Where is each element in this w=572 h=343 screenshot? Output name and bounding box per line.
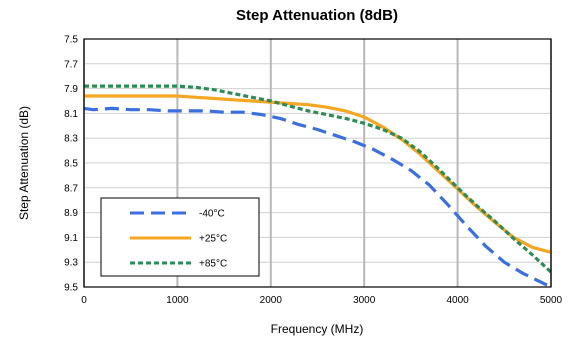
y-tick-labels: 7.5 7.7 7.9 8.1 8.3 8.5 8.7 8.9 9.1 9.3 9.5 xyxy=(64,35,78,294)
y-tick-label: 8.7 xyxy=(64,183,78,194)
legend-label-1: +25°C xyxy=(199,234,227,245)
x-tick-label: 3000 xyxy=(353,295,376,306)
x-tick-labels: 0 1000 2000 3000 4000 5000 xyxy=(81,295,562,306)
y-tick-label: 8.1 xyxy=(64,109,78,120)
x-tick-label: 2000 xyxy=(260,295,283,306)
y-tick-label: 9.5 xyxy=(64,283,78,294)
legend-label-0: -40°C xyxy=(199,209,225,220)
plot-area-border xyxy=(83,38,552,288)
series-layer xyxy=(83,84,553,289)
y-tick-label: 9.1 xyxy=(64,233,78,244)
chart-title: Step Attenuation (8dB) xyxy=(236,7,398,24)
y-tick-label: 7.7 xyxy=(64,59,78,70)
y-tick-label: 8.5 xyxy=(64,159,78,170)
y-tick-label: 8.3 xyxy=(64,134,78,145)
y-tick-label: 7.5 xyxy=(64,35,78,46)
x-tick-label: 1000 xyxy=(166,295,189,306)
legend-label-2: +85°C xyxy=(199,259,227,270)
x-tick-label: 5000 xyxy=(540,295,563,306)
series-line-1 xyxy=(84,94,552,254)
y-axis-label: Step Attenuation (dB) xyxy=(17,106,31,220)
y-tick-label: 9.3 xyxy=(64,258,78,269)
series-line-0 xyxy=(83,106,552,289)
x-tick-label: 0 xyxy=(81,295,87,306)
y-tick-label: 7.9 xyxy=(64,84,78,95)
x-axis-label: Frequency (MHz) xyxy=(271,322,364,336)
legend: -40°C +25°C +85°C xyxy=(100,197,260,277)
series-line-2 xyxy=(84,84,553,274)
x-tick-label: 4000 xyxy=(446,295,469,306)
y-tick-label: 8.9 xyxy=(64,208,78,219)
